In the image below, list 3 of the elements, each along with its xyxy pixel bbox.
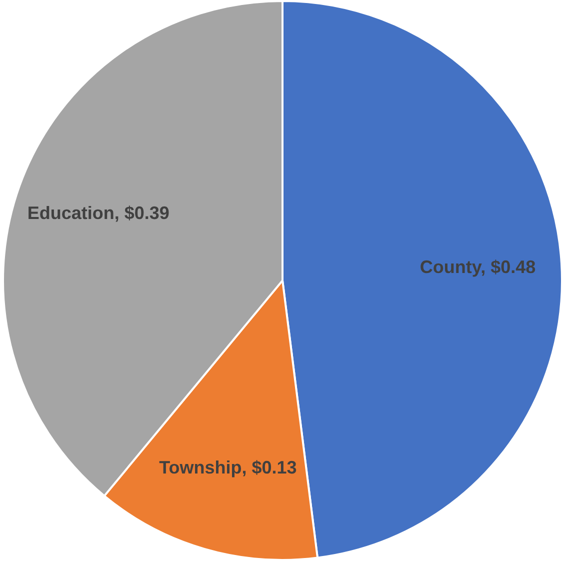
slice-label: Township, $0.13 [159,457,297,478]
slice-label: County, $0.48 [420,257,536,278]
slice-label: Education, $0.39 [27,203,170,224]
